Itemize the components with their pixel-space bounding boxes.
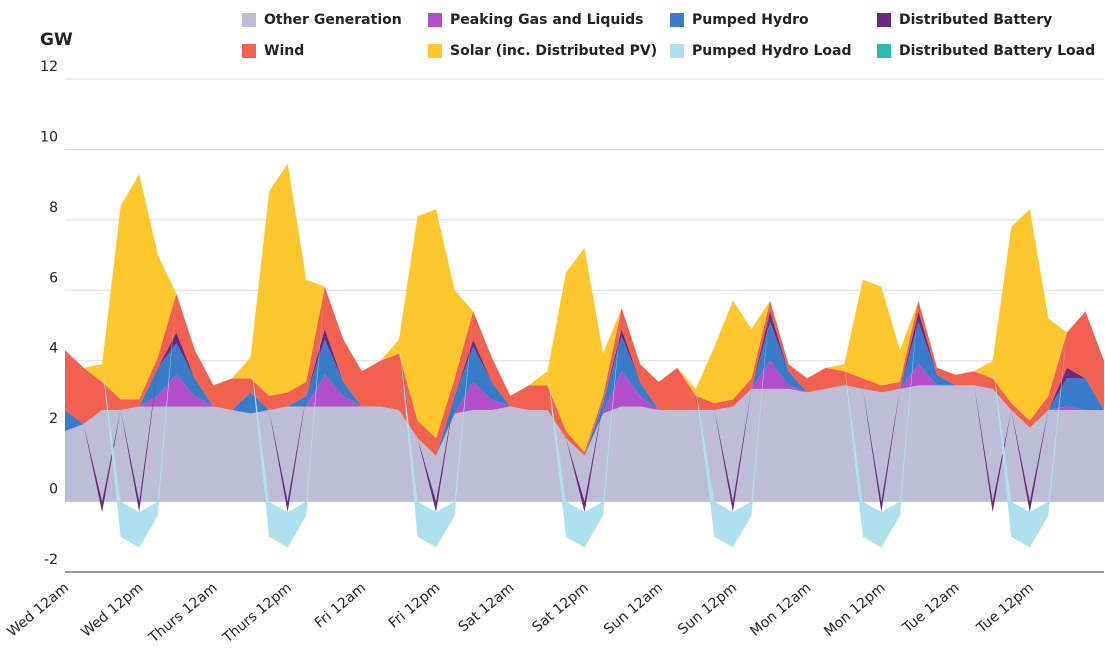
- y-tick-label: 0: [49, 482, 58, 498]
- x-tick-label: Sat 12am: [455, 580, 517, 636]
- y-tick-label: 4: [49, 341, 58, 357]
- legend-swatch: [428, 13, 442, 27]
- legend-label: Other Generation: [264, 12, 402, 28]
- legend-label: Wind: [264, 43, 304, 59]
- x-tick-label: Thurs 12am: [145, 580, 220, 647]
- legend-swatch: [242, 13, 256, 27]
- x-tick-label: Tue 12pm: [973, 580, 1037, 637]
- x-tick-label: Fri 12am: [312, 580, 369, 632]
- legend-swatch: [428, 44, 442, 58]
- x-tick-label: Sun 12pm: [675, 580, 740, 638]
- legend-label: Peaking Gas and Liquids: [450, 12, 644, 28]
- y-tick-label: 12: [40, 59, 58, 75]
- y-tick-label: 2: [49, 411, 58, 427]
- legend-label: Distributed Battery: [899, 12, 1052, 28]
- legend-swatch: [670, 44, 684, 58]
- legend-label: Pumped Hydro Load: [692, 43, 852, 59]
- area: [65, 321, 1104, 456]
- x-tick-label: Sat 12pm: [529, 580, 591, 636]
- legend-swatch: [242, 44, 256, 58]
- x-tick-label: Fri 12pm: [386, 580, 443, 632]
- legend-label: Solar (inc. Distributed PV): [450, 43, 657, 59]
- y-tick-label: 8: [49, 200, 58, 216]
- y-tick-label: 6: [49, 270, 58, 286]
- area: [65, 163, 1104, 453]
- x-tick-label: Thurs 12pm: [219, 580, 295, 647]
- area: [65, 286, 1104, 456]
- x-tick-label: Wed 12pm: [78, 580, 146, 641]
- x-tick-label: Tue 12am: [899, 580, 962, 637]
- legend-swatch: [877, 13, 891, 27]
- legend-swatch: [877, 44, 891, 58]
- legend-swatch: [670, 13, 684, 27]
- y-tick-label: -2: [44, 552, 58, 568]
- legend-label: Distributed Battery Load: [899, 43, 1095, 59]
- area: [65, 385, 1104, 502]
- y-tick-label: 10: [40, 129, 58, 145]
- legend-label: Pumped Hydro: [692, 12, 809, 28]
- x-tick-label: Mon 12am: [747, 580, 814, 640]
- area: [65, 360, 1104, 456]
- x-tick-label: Mon 12pm: [821, 580, 888, 640]
- x-tick-label: Wed 12am: [4, 580, 72, 640]
- y-axis-label: GW: [40, 30, 73, 50]
- area: [65, 311, 1104, 513]
- x-tick-label: Sun 12am: [601, 580, 666, 638]
